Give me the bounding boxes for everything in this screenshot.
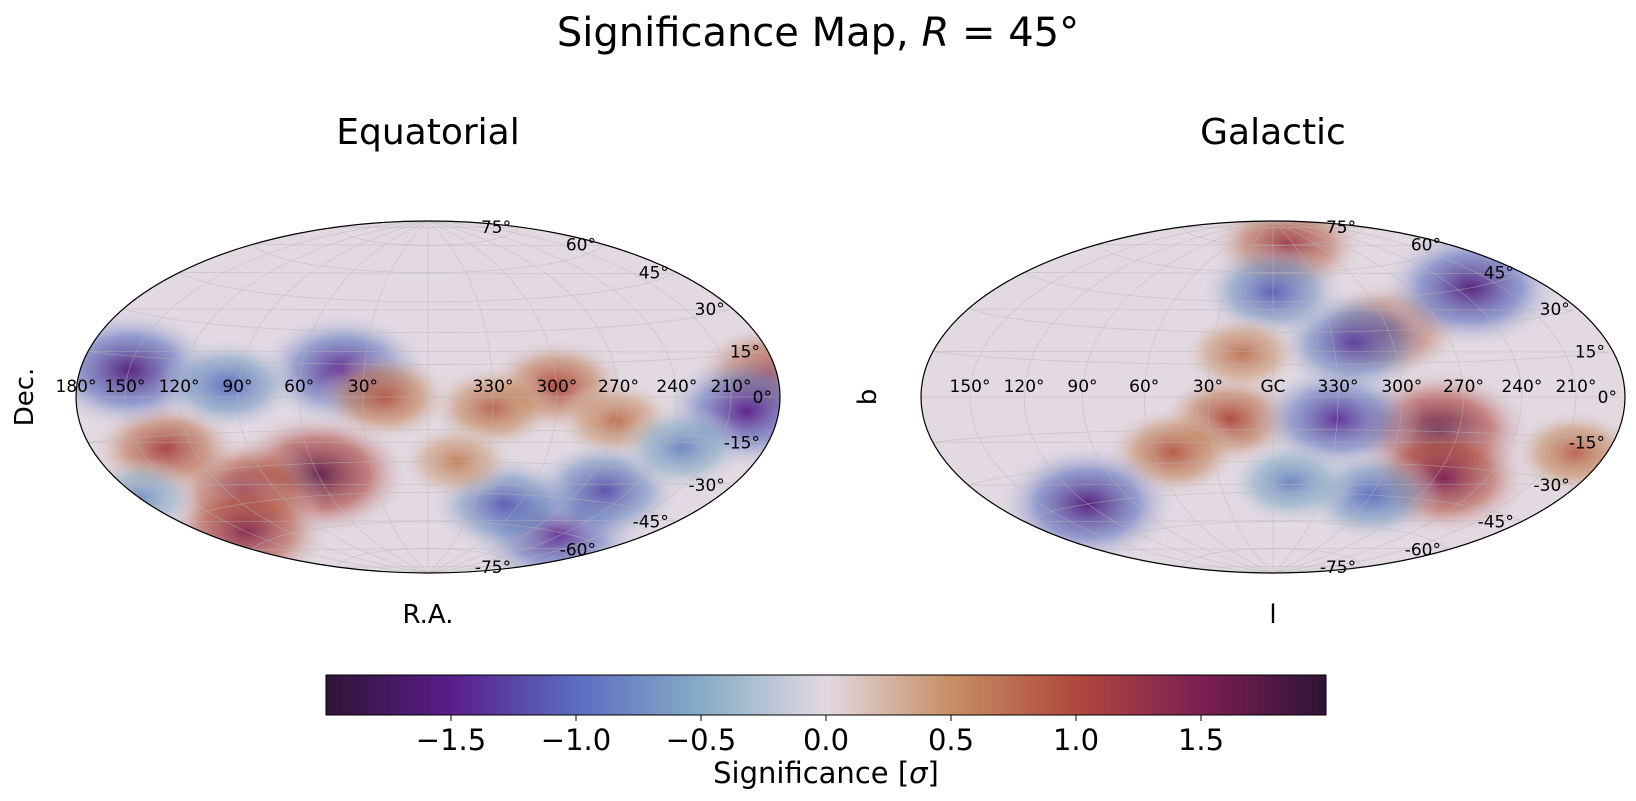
galactic-parallel [932,429,1609,443]
equatorial-lat-tick-label: 0° [753,388,772,408]
equatorial-lon-tick-label: 30° [348,377,378,397]
galactic-lon-tick-label: 90° [1067,377,1097,397]
galactic-parallel [968,308,1575,333]
galactic-parallel [1023,491,1520,522]
galactic-lat-tick-label: -45° [1478,513,1514,533]
equatorial-lat-tick-label: -30° [689,476,725,496]
equatorial-lat-tick-label: 75° [481,218,511,238]
galactic-lon-tick-label: 60° [1129,377,1159,397]
galactic-lat-tick-label: 15° [1575,342,1605,362]
equatorial-tick-labels: 330° 300° 270° 240° 210° 180° 150° 120° 90° 60° 30… [56,218,772,578]
colorbar-tick-label: 0.5 [928,723,974,757]
equatorial-lat-tick-label: -45° [633,513,669,533]
equatorial-lon-tick-label: 300° [536,377,577,397]
figure-title: Significance Map, R = 45° [557,10,1079,56]
equatorial-significance-map [76,221,780,573]
equatorial-lon-tick-label: 60° [284,377,314,397]
galactic-parallel [1181,548,1365,568]
equatorial-parallel [178,272,675,303]
equatorial-parallel [87,351,764,365]
galactic-lat-tick-label: -30° [1534,476,1570,496]
galactic-lat-tick-label: 0° [1598,388,1617,408]
equatorial-lat-tick-label: -75° [475,558,511,578]
equatorial-lon-tick-label: 90° [222,377,252,397]
equatorial-lon-tick-label: 210° [711,377,752,397]
colorbar-tick-label: 1.5 [1178,723,1224,757]
galactic-lat-tick-label: 45° [1484,264,1514,284]
galactic-parallel [968,461,1575,486]
colorbar-ticks: −1.5 −1.0 −0.5 0.0 0.5 1.0 1.5 [416,715,1224,757]
equatorial-ylabel: Dec. [10,368,40,427]
equatorial-lon-tick-label: 330° [473,377,514,397]
equatorial-xlabel: R.A. [403,600,454,630]
equatorial-lat-tick-label: -60° [560,540,596,560]
galactic-graticule [920,220,1621,574]
equatorial-hotspot [156,337,301,434]
equatorial-panel: Equatorial 330° 300° 270° 240° 210° 180° 150° 1… [10,112,781,630]
galactic-parallel [1096,521,1449,550]
equatorial-lon-tick-label: 120° [159,377,200,397]
galactic-parallel [932,351,1609,365]
galactic-parallel [1181,226,1365,246]
equatorial-title: Equatorial [336,112,519,153]
galactic-lon-tick-label: 150° [950,377,991,397]
equatorial-parallel [123,461,730,486]
galactic-lon-tick-label: GC [1260,377,1285,397]
equatorial-lon-tick-label: 150° [105,377,146,397]
galactic-map-border [920,220,1626,574]
galactic-lon-tick-label: 240° [1501,377,1542,397]
galactic-lat-tick-label: 60° [1411,236,1441,256]
galactic-parallel [1096,244,1449,273]
equatorial-lon-tick-label: 240° [656,377,697,397]
galactic-lat-tick-label: -60° [1405,540,1441,560]
colorbar-tick-label: 0.0 [803,723,849,757]
equatorial-parallel [336,548,520,568]
galactic-lon-tick-label: 300° [1381,377,1422,397]
equatorial-lat-tick-label: 15° [730,342,760,362]
galactic-parallel [1023,272,1520,303]
equatorial-parallel [123,308,730,333]
galactic-lat-tick-label: 75° [1326,218,1356,238]
galactic-lat-tick-label: -75° [1320,558,1356,578]
equatorial-parallel [87,429,764,443]
equatorial-lat-tick-label: 45° [639,264,669,284]
galactic-hotspot [1225,438,1357,526]
colorbar-tick-label: −0.5 [666,723,736,757]
galactic-title: Galactic [1200,112,1346,153]
galactic-ylabel: b [853,389,883,406]
colorbar-tick-label: −1.5 [416,723,486,757]
colorbar-tick-label: −1.0 [541,723,611,757]
equatorial-lon-tick-label: 180° [56,377,97,397]
galactic-panel: Galactic 150° 120° 90° 60° 30° GC 330° 300° 270°… [853,112,1626,630]
colorbar: −1.5 −1.0 −0.5 0.0 0.5 1.0 1.5 Significance [σ… [325,674,1327,790]
equatorial-lat-tick-label: -15° [724,434,760,454]
galactic-lon-tick-label: 30° [1193,377,1223,397]
galactic-lon-tick-label: 120° [1004,377,1045,397]
equatorial-map-border [75,220,781,574]
equatorial-lon-tick-label: 270° [598,377,639,397]
colorbar-bar [325,674,1327,716]
equatorial-parallel [251,521,604,550]
galactic-lat-tick-label: 30° [1540,300,1570,320]
equatorial-parallel [336,226,520,246]
equatorial-lat-tick-label: 30° [695,300,725,320]
equatorial-parallel [251,244,604,273]
equatorial-lat-tick-label: 60° [566,236,596,256]
galactic-xlabel: l [1269,600,1276,630]
galactic-lat-tick-label: -15° [1569,434,1605,454]
equatorial-parallel [178,491,675,522]
galactic-tick-labels: 150° 120° 90° 60° 30° GC 330° 300° 270° 240° 210° 7… [950,218,1617,578]
colorbar-tick-label: 1.0 [1053,723,1099,757]
colorbar-label: Significance [σ] [713,756,939,790]
galactic-lon-tick-label: 330° [1318,377,1359,397]
galactic-lon-tick-label: 210° [1556,377,1597,397]
galactic-lon-tick-label: 270° [1443,377,1484,397]
